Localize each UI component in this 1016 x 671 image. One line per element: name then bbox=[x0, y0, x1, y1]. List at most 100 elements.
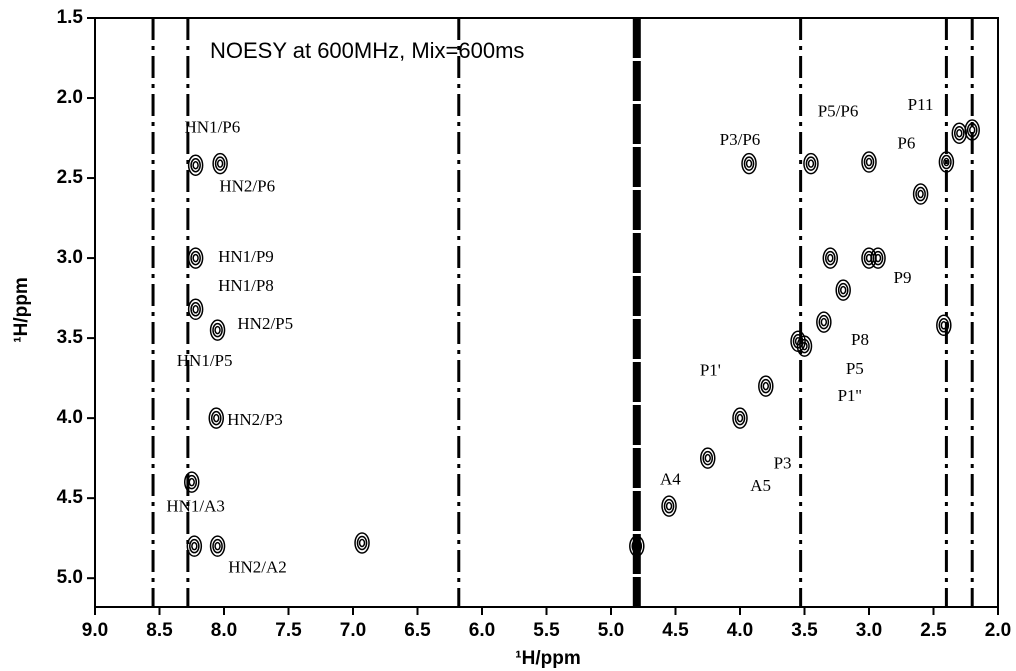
contour bbox=[734, 410, 746, 426]
x-tick-label: 4.5 bbox=[662, 620, 689, 641]
peak-label: HN2/P6 bbox=[219, 177, 275, 196]
x-tick-label: 5.5 bbox=[533, 620, 560, 641]
contour bbox=[214, 541, 221, 551]
contour bbox=[633, 541, 640, 551]
x-tick-label: 8.5 bbox=[146, 620, 173, 641]
contour bbox=[872, 250, 884, 266]
x-axis-label: ¹H/ppm bbox=[515, 648, 580, 669]
contour bbox=[186, 535, 203, 557]
x-tick-label: 7.0 bbox=[340, 620, 366, 641]
contour bbox=[188, 477, 195, 487]
contour bbox=[794, 337, 802, 346]
contour bbox=[192, 305, 199, 314]
contour bbox=[354, 532, 370, 554]
contour bbox=[191, 541, 198, 551]
contour bbox=[631, 538, 643, 554]
contour bbox=[803, 152, 819, 175]
contour bbox=[210, 410, 222, 426]
peak-label: HN2/P5 bbox=[237, 314, 293, 333]
contour bbox=[816, 311, 832, 333]
contour bbox=[743, 156, 755, 171]
y-tick-label: 1.5 bbox=[57, 7, 84, 28]
peak bbox=[835, 279, 851, 301]
contour bbox=[863, 154, 875, 170]
contour bbox=[805, 156, 817, 171]
peak bbox=[870, 247, 886, 269]
contour bbox=[966, 122, 978, 138]
peak-label: P8 bbox=[851, 330, 869, 349]
x-tick-label: 2.5 bbox=[920, 620, 947, 641]
peak-label: P3 bbox=[774, 453, 792, 472]
x-tick-label: 4.0 bbox=[727, 620, 753, 641]
peak bbox=[354, 532, 370, 554]
contour bbox=[762, 381, 769, 391]
y-tick-label: 4.5 bbox=[57, 487, 84, 508]
y-tick-label: 3.0 bbox=[57, 247, 83, 268]
contour bbox=[915, 186, 926, 202]
peak bbox=[209, 535, 226, 557]
peak bbox=[187, 247, 204, 269]
contour bbox=[189, 538, 200, 554]
contour bbox=[954, 125, 965, 141]
x-tick-label: 3.5 bbox=[791, 620, 818, 641]
x-tick-label: 3.0 bbox=[856, 620, 882, 641]
contour bbox=[187, 247, 204, 269]
peak bbox=[822, 247, 839, 269]
chart-title: NOESY at 600MHz, Mix=600ms bbox=[210, 38, 524, 63]
contour bbox=[745, 159, 753, 168]
contour bbox=[192, 161, 199, 170]
contour bbox=[186, 474, 198, 490]
y-axis-label: ¹H/ppm bbox=[11, 277, 32, 342]
peak-label: A4 bbox=[660, 469, 681, 488]
peak-label: HN2/A2 bbox=[228, 557, 287, 576]
contour bbox=[936, 314, 952, 337]
y-tick-label: 3.5 bbox=[57, 327, 84, 348]
y-tick-label: 4.0 bbox=[57, 407, 83, 428]
peak bbox=[861, 151, 877, 173]
x-tick-label: 5.0 bbox=[598, 620, 624, 641]
contour bbox=[938, 318, 950, 333]
contour bbox=[190, 302, 201, 317]
contour bbox=[951, 122, 968, 144]
contour bbox=[825, 250, 836, 266]
contour bbox=[209, 319, 226, 341]
contour bbox=[943, 157, 950, 167]
contour bbox=[827, 253, 834, 263]
contour bbox=[758, 375, 774, 397]
contour bbox=[358, 538, 366, 548]
peak-label: HN1/P8 bbox=[218, 276, 274, 295]
contour bbox=[938, 151, 955, 173]
peak bbox=[700, 447, 716, 469]
peak-label: HN1/P5 bbox=[177, 351, 233, 370]
contour bbox=[790, 330, 806, 353]
contour bbox=[865, 157, 873, 167]
contour bbox=[663, 498, 675, 514]
contour bbox=[214, 156, 226, 171]
peak bbox=[732, 407, 748, 429]
peak bbox=[938, 151, 955, 173]
contour bbox=[702, 450, 714, 466]
peak bbox=[184, 471, 200, 493]
contour bbox=[214, 325, 221, 335]
contour bbox=[870, 247, 886, 269]
x-tick-label: 8.0 bbox=[211, 620, 237, 641]
peak bbox=[816, 311, 832, 333]
contour bbox=[940, 321, 948, 330]
contour bbox=[732, 407, 748, 429]
contour bbox=[187, 154, 204, 176]
peak bbox=[964, 119, 980, 141]
contour bbox=[969, 125, 976, 135]
contour bbox=[941, 154, 952, 170]
contour bbox=[956, 128, 963, 138]
peak-label: P6 bbox=[897, 133, 915, 152]
x-tick-label: 2.0 bbox=[985, 620, 1011, 641]
x-tick-label: 6.5 bbox=[404, 620, 431, 641]
contour bbox=[213, 413, 220, 423]
contour bbox=[822, 247, 839, 269]
contour bbox=[837, 282, 849, 298]
peak bbox=[661, 495, 677, 517]
peak bbox=[187, 154, 204, 176]
contour bbox=[874, 253, 882, 263]
